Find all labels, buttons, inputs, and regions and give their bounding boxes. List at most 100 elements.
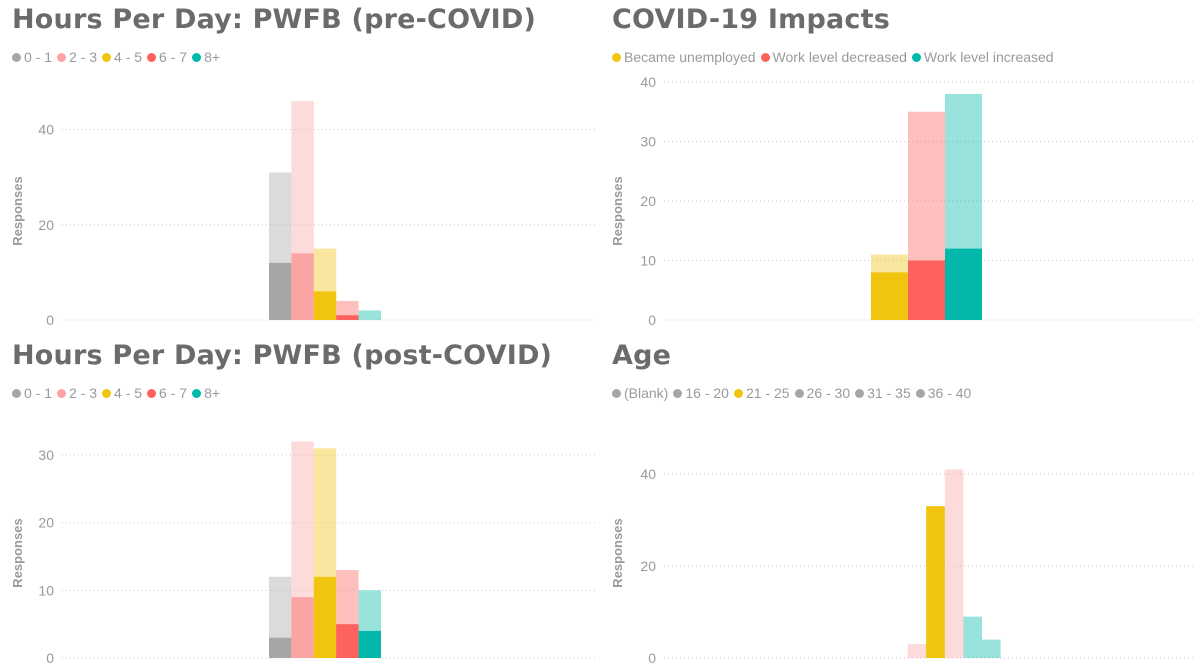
chart-title: Hours Per Day: PWFB (post-COVID) (12, 340, 553, 371)
y-tick-label: 20 (640, 558, 656, 574)
y-tick-label: 40 (38, 122, 54, 138)
legend-label: Work level decreased (772, 49, 907, 65)
legend-dot-icon (612, 388, 621, 398)
y-tick-label: 0 (46, 312, 54, 328)
chart-legend: Became unemployed Work level decreased W… (612, 49, 1059, 65)
legend-item[interactable]: 31 - 35 (855, 385, 911, 401)
y-tick-label: 0 (648, 650, 656, 666)
bar-highlighted (871, 272, 908, 320)
y-tick-label: 30 (640, 134, 656, 150)
legend-dot-icon (147, 52, 157, 62)
legend-dot-icon (760, 52, 770, 62)
chart-title: COVID-19 Impacts (612, 4, 890, 35)
bar-chart-plot: 0 20 40 Responses (610, 466, 1195, 666)
chart-legend: 0 - 1 2 - 3 4 - 5 6 - 7 8+ (12, 49, 225, 65)
y-tick-label: 20 (38, 515, 54, 531)
legend-dot-icon (12, 388, 21, 398)
legend-dot-icon (57, 388, 67, 398)
legend-item[interactable]: 0 - 1 (12, 385, 52, 401)
legend-dot-icon (192, 52, 202, 62)
legend-label: 6 - 7 (159, 385, 188, 401)
bar-highlighted (336, 624, 359, 658)
legend-item[interactable]: 4 - 5 (102, 49, 142, 65)
legend-label: 6 - 7 (159, 49, 188, 65)
legend-item[interactable]: 26 - 30 (794, 385, 851, 401)
bar-highlighted (291, 253, 314, 320)
bar-total (944, 469, 964, 658)
chart-legend: 0 - 1 2 - 3 4 - 5 6 - 7 8+ (12, 385, 225, 401)
legend-dot-icon (57, 52, 67, 62)
bar-highlighted (313, 291, 337, 320)
legend-dot-icon (147, 388, 157, 398)
legend-label: Work level increased (923, 49, 1054, 65)
legend-item[interactable]: 16 - 20 (673, 385, 729, 401)
bar-highlighted (269, 262, 292, 320)
bar-highlighted (291, 597, 314, 658)
legend-item[interactable]: 21 - 25 (733, 385, 790, 401)
bar-total (982, 639, 1001, 658)
legend-item[interactable]: 2 - 3 (57, 49, 97, 65)
bar-highlighted (269, 637, 292, 658)
legend-label: 26 - 30 (806, 385, 851, 401)
bar-total (907, 644, 927, 658)
legend-label: 8+ (204, 385, 221, 401)
legend-item[interactable]: 6 - 7 (147, 49, 187, 65)
legend-item[interactable]: Work level increased (911, 49, 1054, 65)
chart-legend: (Blank) 16 - 20 21 - 25 26 - 30 31 - 35 … (612, 385, 976, 401)
chart-title: Age (612, 340, 672, 371)
y-tick-label: 0 (46, 650, 54, 666)
legend-label: 16 - 20 (685, 385, 729, 401)
y-tick-label: 10 (640, 253, 656, 269)
legend-label: 0 - 1 (24, 49, 53, 65)
legend-dot-icon (733, 388, 743, 398)
bar-highlighted (908, 260, 945, 320)
legend-label: (Blank) (624, 385, 669, 401)
chart-panel-pre-covid: Hours Per Day: PWFB (pre-COVID) 0 - 1 2 … (0, 0, 600, 335)
legend-item[interactable]: (Blank) (612, 385, 668, 401)
chart-panel-post-covid: Hours Per Day: PWFB (post-COVID) 0 - 1 2… (0, 336, 600, 669)
bar-highlighted (945, 248, 982, 320)
y-axis-label: Responses (610, 176, 625, 245)
legend-item[interactable]: Became unemployed (612, 49, 756, 65)
legend-item[interactable]: 2 - 3 (57, 385, 97, 401)
y-tick-label: 30 (38, 447, 54, 463)
bar-chart-plot: 0 10 20 30 Responses (10, 441, 595, 666)
bar-chart-plot: 0 20 40 Responses (10, 101, 595, 328)
y-tick-label: 20 (640, 193, 656, 209)
y-tick-label: 40 (640, 74, 656, 90)
legend-dot-icon (192, 388, 202, 398)
y-tick-label: 20 (38, 217, 54, 233)
legend-dot-icon (911, 52, 921, 62)
bar-highlighted (358, 630, 381, 658)
y-tick-label: 40 (640, 466, 656, 482)
legend-label: 36 - 40 (927, 385, 972, 401)
bar-highlighted (926, 506, 945, 658)
legend-label: 21 - 25 (745, 385, 790, 401)
legend-item[interactable]: 6 - 7 (147, 385, 187, 401)
bar-total (963, 616, 982, 658)
chart-panel-covid-impacts: COVID-19 Impacts Became unemployed Work … (600, 0, 1199, 335)
legend-item[interactable]: Work level decreased (760, 49, 907, 65)
bar-chart-plot: 0 10 20 30 40 Responses (610, 74, 1195, 328)
legend-dot-icon (915, 388, 925, 398)
legend-dot-icon (612, 52, 621, 62)
y-axis-label: Responses (10, 518, 25, 587)
legend-label: 4 - 5 (114, 385, 143, 401)
y-axis-label: Responses (610, 518, 625, 587)
legend-label: Became unemployed (624, 49, 756, 65)
legend-dot-icon (794, 388, 804, 398)
legend-dot-icon (673, 388, 683, 398)
legend-label: 31 - 35 (867, 385, 911, 401)
legend-label: 4 - 5 (114, 49, 143, 65)
legend-dot-icon (12, 52, 21, 62)
legend-item[interactable]: 8+ (192, 49, 220, 65)
legend-item[interactable]: 36 - 40 (915, 385, 972, 401)
legend-label: 2 - 3 (69, 49, 98, 65)
legend-dot-icon (102, 388, 112, 398)
legend-item[interactable]: 8+ (192, 385, 220, 401)
legend-item[interactable]: 4 - 5 (102, 385, 142, 401)
y-axis-label: Responses (10, 176, 25, 245)
legend-dot-icon (855, 388, 865, 398)
legend-dot-icon (102, 52, 112, 62)
legend-item[interactable]: 0 - 1 (12, 49, 52, 65)
